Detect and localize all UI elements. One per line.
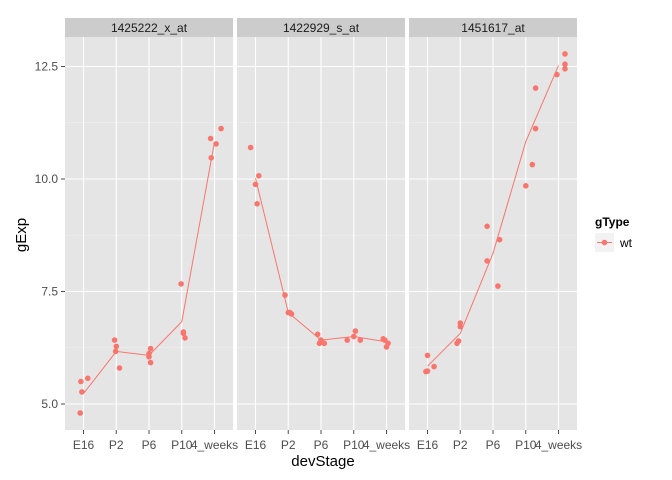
data-point [218,125,224,132]
data-point [529,161,536,168]
data-point [562,51,568,57]
data-point [316,340,323,347]
data-point [496,236,503,243]
data-point [562,61,568,67]
data-point [213,141,219,147]
data-point [532,125,539,132]
y-axis-title: gExp [13,218,30,252]
x-tick-label: P2 [453,438,468,452]
data-point [254,201,260,207]
x-tick-label: P2 [281,438,296,452]
x-tick-label: P10 [343,438,365,452]
facet-strip-label: 1451617_at [461,21,525,35]
y-tick-label: 7.5 [41,285,58,299]
x-axis-title: devStage [291,453,354,470]
data-point [182,335,188,341]
x-tick-label: P10 [515,438,537,452]
data-point [352,328,359,334]
data-point [523,183,529,189]
y-tick-label: 5.0 [41,397,58,411]
data-point [247,144,254,151]
facet-strip-label: 1425222_x_at [111,21,188,35]
legend-key-point [601,239,608,246]
data-point [113,343,120,350]
facet-panel: 1425222_x_at [65,18,233,430]
data-point [147,345,154,352]
x-tick-label: E16 [73,438,95,452]
facet-strip [237,18,405,37]
data-point [314,331,321,338]
data-point [351,333,357,340]
y-tick-label: 12.5 [35,60,59,74]
data-point [282,292,288,298]
data-point [146,354,152,360]
data-point [554,71,560,78]
facet-panel: 1451617_at [409,18,577,430]
data-point [424,368,431,374]
x-tick-label: P6 [486,438,501,452]
data-point [287,309,293,316]
data-point [255,173,262,179]
x-tick-label: 4_weeks [363,438,410,452]
x-tick-label: P6 [314,438,329,452]
data-point [78,378,84,385]
x-tick-label: 4_weeks [191,438,238,452]
facet-strip-label: 1422929_s_at [283,21,360,35]
data-point [457,320,464,326]
data-point [111,337,118,343]
data-point [85,375,91,382]
data-point [357,337,364,343]
y-tick-label: 10.0 [35,172,59,186]
facet-strip [65,18,233,37]
data-point [484,223,490,230]
data-point [147,359,154,366]
data-point [208,155,214,161]
data-point [562,66,568,72]
data-point [116,365,123,371]
facet-strip [409,18,577,37]
data-point [495,283,501,289]
data-point [178,281,184,287]
data-point [383,344,390,350]
data-point [424,352,431,359]
facet-panel: 1422929_s_at [237,18,405,430]
data-point [252,181,259,188]
series-line-wt [427,65,559,367]
data-point [321,340,328,347]
data-point [532,85,539,91]
x-tick-label: P10 [171,438,193,452]
data-point [344,337,351,343]
legend: gType wt [595,215,633,252]
data-point [77,410,83,416]
data-point [112,348,119,355]
x-tick-label: E16 [417,438,439,452]
x-tick-label: 4_weeks [535,438,582,452]
data-point [455,338,462,344]
panels-layer: 1425222_x_at 1422929_s_at 1451617_at [65,18,577,430]
data-point [79,389,85,395]
data-point [180,330,187,337]
legend-title: gType [595,215,630,229]
x-tick-label: E16 [245,438,267,452]
data-point [431,363,437,370]
x-tick-label: P2 [109,438,124,452]
legend-entry-wt: wt [619,236,633,250]
x-tick-label: P6 [142,438,157,452]
data-point [484,258,490,264]
data-point [207,135,214,142]
